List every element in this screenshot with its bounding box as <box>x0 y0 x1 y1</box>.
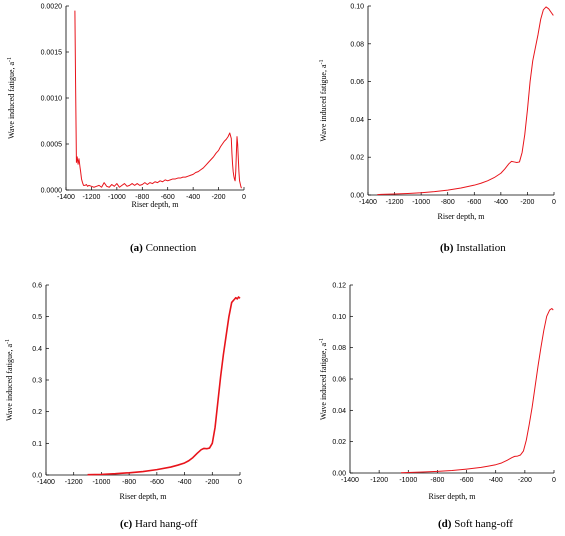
x-tick-label: -400 <box>178 479 192 486</box>
x-tick-label: -1000 <box>92 479 110 486</box>
x-tick-label: 0 <box>552 199 556 206</box>
x-tick-label: -1000 <box>399 477 417 484</box>
chart-panel-0: 0.0000 0.0005 0.0010 0.0015 0.0020 -1400 -1200… <box>7 4 246 255</box>
x-tick-label: -600 <box>161 194 175 201</box>
x-tick-label: -800 <box>441 199 455 206</box>
panel-caption: (a) Connection <box>130 242 197 254</box>
x-tick-label: -1400 <box>341 477 359 484</box>
y-tick-label: 0.08 <box>332 345 346 352</box>
series-line-0 <box>87 296 241 476</box>
y-axis-label: Wave induced fatigue, a-1 <box>5 339 14 421</box>
x-tick-label: -800 <box>135 194 149 201</box>
y-axis-label-superscript: -1 <box>7 57 13 62</box>
x-tick-label: -1400 <box>37 479 55 486</box>
x-tick-label: -600 <box>467 199 481 206</box>
x-tick-label: 0 <box>242 194 246 201</box>
y-axis-label: Wave induced fatigue, a-1 <box>319 59 328 141</box>
y-tick-label: 0.10 <box>332 314 346 321</box>
panel-caption-text: Connection <box>143 242 197 254</box>
x-tick-label: -400 <box>489 477 503 484</box>
series-line-0 <box>74 10 242 189</box>
x-tick-label: -1200 <box>386 199 404 206</box>
x-tick-label: -600 <box>150 479 164 486</box>
y-tick-label: 0.0010 <box>41 96 63 103</box>
y-tick-label: 0.0000 <box>41 188 63 195</box>
x-tick-label: -600 <box>460 477 474 484</box>
x-tick-label: -1000 <box>108 194 126 201</box>
panel-caption-text: Soft hang-off <box>451 518 513 530</box>
x-tick-label: -1400 <box>359 199 377 206</box>
y-tick-label: 0.10 <box>350 4 364 11</box>
x-tick-label: -400 <box>494 199 508 206</box>
x-tick-label: -200 <box>212 194 226 201</box>
y-axis-label-superscript: -1 <box>5 339 11 344</box>
x-tick-label: -800 <box>430 477 444 484</box>
panel-caption-tag: (b) <box>440 242 454 254</box>
y-tick-label: 0.02 <box>332 439 346 446</box>
x-tick-label: -1400 <box>57 194 75 201</box>
y-tick-label: 0.0020 <box>41 4 63 11</box>
x-tick-label: -200 <box>518 477 532 484</box>
x-tick-label: -400 <box>186 194 200 201</box>
x-tick-label: 0 <box>238 479 242 486</box>
y-axis-label: Wave induced fatigue, a-1 <box>319 338 328 420</box>
panel-caption: (c) Hard hang-off <box>120 518 198 530</box>
y-tick-label: 0.06 <box>332 377 346 384</box>
y-tick-label: 0.04 <box>332 408 346 415</box>
y-tick-label: 0.0005 <box>41 142 63 149</box>
x-tick-label: -1200 <box>65 479 83 486</box>
y-tick-label: 0.6 <box>32 283 42 290</box>
x-tick-label: -200 <box>520 199 534 206</box>
x-tick-label: -800 <box>122 479 136 486</box>
y-tick-label: 0.04 <box>350 117 364 124</box>
y-tick-label: 0.02 <box>350 155 364 162</box>
y-axis-label-superscript: -1 <box>319 59 325 64</box>
panel-caption-tag: (c) <box>120 518 133 530</box>
y-tick-label: 0.12 <box>332 283 346 290</box>
panel-caption: (b) Installation <box>440 242 506 254</box>
y-axis-label: Wave induced fatigue, a-1 <box>7 57 16 139</box>
y-tick-label: 0.1 <box>32 441 42 448</box>
y-tick-label: 0.0 <box>32 473 42 480</box>
x-axis-label: Riser depth, m <box>132 200 180 209</box>
y-axis-label-superscript: -1 <box>319 338 325 343</box>
x-tick-label: -1200 <box>82 194 100 201</box>
y-tick-label: 0.00 <box>350 193 364 200</box>
x-axis-label: Riser depth, m <box>120 492 168 501</box>
x-tick-label: 0 <box>552 477 556 484</box>
panel-caption-text: Hard hang-off <box>132 518 197 530</box>
series-line-0 <box>400 308 554 474</box>
y-tick-label: 0.00 <box>332 471 346 478</box>
y-tick-label: 0.2 <box>32 409 42 416</box>
y-tick-label: 0.06 <box>350 79 364 86</box>
x-axis-label: Riser depth, m <box>438 212 486 221</box>
panel-caption-text: Installation <box>453 242 506 254</box>
y-tick-label: 0.4 <box>32 346 42 353</box>
chart-panel-1: 0.00 0.02 0.04 0.06 0.08 0.10 -1400 -1200 -1000 -… <box>319 4 556 255</box>
x-tick-label: -1000 <box>412 199 430 206</box>
panel-caption: (d) Soft hang-off <box>438 518 513 530</box>
y-tick-label: 0.5 <box>32 314 42 321</box>
y-tick-label: 0.3 <box>32 378 42 385</box>
y-tick-label: 0.08 <box>350 41 364 48</box>
chart-panel-3: 0.00 0.02 0.04 0.06 0.08 0.10 0.12 -1400 -1200 -1… <box>319 283 556 531</box>
x-tick-label: -1200 <box>370 477 388 484</box>
y-tick-label: 0.0015 <box>41 50 63 57</box>
chart-panel-2: 0.0 0.1 0.2 0.3 0.4 0.5 0.6 -1400 -1200 -1000 -800… <box>5 283 242 531</box>
panel-caption-tag: (a) <box>130 242 143 254</box>
x-axis-label: Riser depth, m <box>429 492 477 501</box>
x-tick-label: -200 <box>205 479 219 486</box>
series-line-0 <box>377 6 554 196</box>
panel-caption-tag: (d) <box>438 518 452 530</box>
